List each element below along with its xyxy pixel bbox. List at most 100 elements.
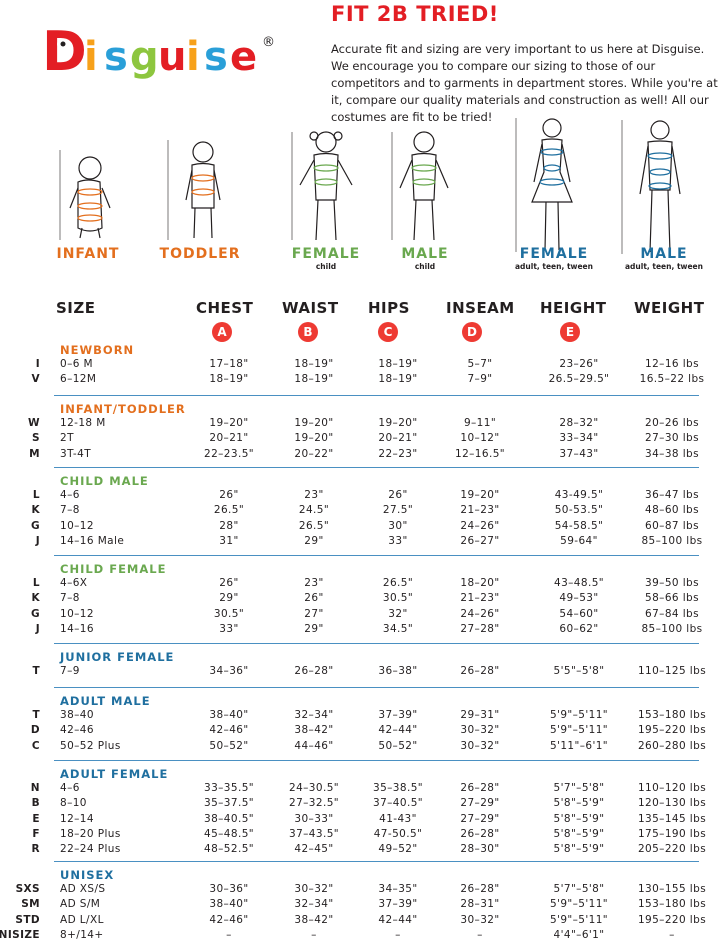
chest-value: 29"	[219, 592, 239, 605]
hips-value: 42–44"	[378, 724, 418, 737]
hips-value: 30"	[388, 519, 408, 532]
weight-value: 120–130 lbs	[637, 797, 707, 810]
weight-value: 20–26 lbs	[645, 417, 699, 429]
weight-value: 110–120 lbs	[637, 782, 707, 794]
size-code: W	[28, 417, 40, 429]
table-row: V 6–12M 18–19" 18–19" 18–19" 7–9" 26.5–29.5" 16…	[0, 373, 726, 388]
size-code: S	[32, 432, 40, 445]
table-row: C 50–52 Plus 50–52" 44–46" 50–52" 30–32" 5'11"…	[0, 740, 726, 755]
size-code: E	[32, 812, 40, 825]
waist-value: 30–32"	[294, 883, 334, 895]
chest-value: 38–40"	[209, 709, 249, 721]
size-code: STD	[15, 913, 40, 926]
size-code: V	[31, 373, 40, 386]
inseam-value: 26–28"	[460, 827, 500, 840]
header-hips: HIPS	[368, 299, 410, 317]
section-title: ADULT MALE	[60, 694, 151, 708]
size-code: G	[30, 607, 40, 620]
hips-value: 22–23"	[378, 447, 418, 460]
height-value: 23–26"	[559, 358, 599, 370]
height-value: 5'8"–5'9"	[553, 827, 605, 840]
size-code: D	[30, 724, 40, 737]
size-label: 12–14	[60, 812, 94, 825]
waist-value: 27–32.5"	[288, 797, 340, 810]
chest-value: 45–48.5"	[203, 827, 255, 840]
hips-value: 47-50.5"	[373, 827, 423, 840]
svg-text:s: s	[104, 34, 128, 80]
inseam-value: 26–28"	[460, 782, 500, 794]
chest-value: 18–19"	[209, 373, 249, 386]
size-code: N	[30, 782, 40, 794]
waist-value: 26.5"	[298, 519, 330, 532]
size-label: 14–16	[60, 622, 94, 635]
weight-value: 135–145 lbs	[637, 812, 707, 825]
size-label: AD XS/S	[60, 883, 106, 895]
section-divider	[54, 760, 699, 761]
section-title: JUNIOR FEMALE	[60, 650, 175, 664]
body-diagrams	[59, 118, 681, 254]
size-label: 50–52 Plus	[60, 739, 121, 752]
waist-value: 24.5"	[298, 504, 330, 517]
figure-sub-male-adult: adult, teen, tween	[625, 262, 703, 271]
female-child-figure-icon	[291, 131, 353, 241]
size-code: G	[30, 519, 40, 532]
size-label: 12-18 M	[60, 417, 106, 429]
hips-value: 33"	[388, 534, 408, 547]
table-row: J 14–16 Male 31" 29" 33" 26–27" 59-64" 85–100 l…	[0, 535, 726, 550]
chest-value: 33–35.5"	[203, 782, 255, 794]
height-value: 60–62"	[559, 622, 599, 635]
size-label: 7–8	[60, 592, 80, 605]
hips-value: 35–38.5"	[372, 782, 424, 794]
waist-value: 30–33"	[294, 812, 334, 825]
header-waist: WAIST	[282, 299, 339, 317]
waist-value: 29"	[304, 534, 324, 547]
size-label: 4–6	[60, 489, 80, 501]
height-value: 5'9"–5'11"	[549, 724, 609, 737]
female-adult-figure-icon	[515, 118, 573, 252]
size-code: T	[32, 665, 40, 677]
weight-value: 16.5–22 lbs	[639, 373, 705, 386]
table-row: D 42–46 42–46" 38–42" 42–44" 30–32" 5'9"–5'11"…	[0, 724, 726, 739]
hips-value: 36–38"	[378, 665, 418, 677]
weight-value: 85–100 lbs	[641, 534, 703, 547]
inseam-value: 30–32"	[460, 913, 500, 926]
chest-value: 42–46"	[209, 913, 249, 926]
header-inseam: INSEAM	[446, 299, 515, 317]
infant-figure-icon	[59, 150, 111, 240]
badge-waist: B	[298, 322, 318, 342]
size-label: 7–8	[60, 504, 80, 517]
height-value: 26.5–29.5"	[548, 373, 610, 386]
height-value: 33–34"	[559, 432, 599, 445]
section-title: UNISEX	[60, 868, 115, 882]
size-code: T	[32, 709, 40, 721]
weight-value: –	[669, 928, 675, 941]
badge-chest: A	[212, 322, 232, 342]
weight-value: 36–47 lbs	[645, 489, 699, 501]
waist-value: 20–22"	[294, 447, 334, 460]
height-value: 5'8"–5'9"	[553, 843, 605, 856]
size-label: 42–46	[60, 724, 94, 737]
hips-value: 32"	[388, 607, 408, 620]
table-row: T 7–9 34–36" 26–28" 36–38" 26–28" 5'5"–5'8" 110…	[0, 665, 726, 680]
header-height: HEIGHT	[540, 299, 607, 317]
waist-value: –	[311, 928, 317, 941]
waist-value: 26–28"	[294, 665, 334, 677]
chest-value: –	[226, 928, 232, 941]
weight-value: 27–30 lbs	[645, 432, 699, 445]
chest-value: 20–21"	[209, 432, 249, 445]
disguise-logo: D i s g u i s e ®	[40, 14, 280, 84]
table-row: E 12–14 38–40.5" 30–33" 41-43" 27–29" 5'8"–5'9…	[0, 813, 726, 828]
table-row: STD AD L/XL 42–46" 38–42" 42–44" 30–32" 5'9"–5…	[0, 914, 726, 929]
chest-value: 31"	[219, 534, 239, 547]
inseam-value: 28–31"	[460, 898, 500, 911]
inseam-value: 26–28"	[460, 883, 500, 895]
table-row: K 7–8 29" 26" 30.5" 21–23" 49–53" 58–66 lbs	[0, 592, 726, 607]
header-chest: CHEST	[196, 299, 254, 317]
inseam-value: 30–32"	[460, 739, 500, 752]
badge-height: E	[560, 322, 580, 342]
chest-value: 17–18"	[209, 358, 249, 370]
table-row: W 12-18 M 19–20" 19–20" 19–20" 9–11" 28–32" 20–…	[0, 417, 726, 432]
waist-value: 18–19"	[294, 358, 334, 370]
size-code: M	[29, 447, 40, 460]
weight-value: 195–220 lbs	[637, 913, 707, 926]
